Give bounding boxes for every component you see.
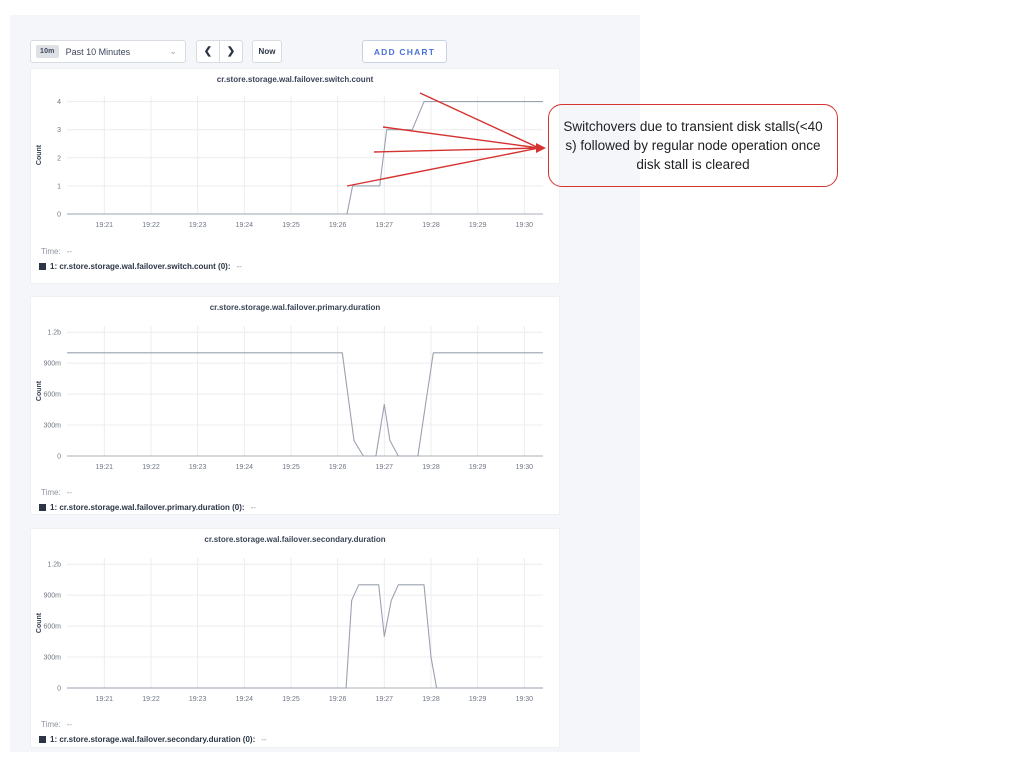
- chart-title: cr.store.storage.wal.failover.switch.cou…: [216, 75, 374, 84]
- time-range-badge: 10m: [36, 45, 59, 58]
- svg-text:4: 4: [57, 99, 61, 106]
- chart-title: cr.store.storage.wal.failover.secondary.…: [204, 535, 386, 544]
- annotation-text: Switchovers due to transient disk stalls…: [563, 118, 823, 173]
- svg-text:19:26: 19:26: [329, 464, 347, 471]
- series-swatch-icon: [39, 504, 46, 511]
- svg-text:19:27: 19:27: [376, 696, 394, 703]
- legend-time-row: Time: --: [41, 247, 559, 256]
- svg-text:19:26: 19:26: [329, 222, 347, 229]
- series-swatch-icon: [39, 263, 46, 270]
- svg-text:Count: Count: [36, 144, 43, 165]
- svg-text:3: 3: [57, 127, 61, 134]
- svg-text:19:22: 19:22: [142, 222, 160, 229]
- line-chart-secondary-duration[interactable]: 0 300m 600m 900m 1.2b 19:21 19:22 19:23 19:24 19:…: [31, 546, 561, 711]
- svg-text:1.2b: 1.2b: [47, 330, 61, 337]
- chart-card-primary-duration: cr.store.storage.wal.failover.primary.du…: [30, 296, 560, 515]
- svg-text:0: 0: [57, 686, 61, 693]
- legend-time-value: --: [66, 720, 73, 729]
- legend-time-row: Time: --: [41, 488, 559, 497]
- legend-time-value: --: [66, 247, 73, 256]
- svg-text:19:22: 19:22: [142, 464, 160, 471]
- svg-text:19:29: 19:29: [469, 222, 487, 229]
- svg-text:19:29: 19:29: [469, 696, 487, 703]
- legend-series-row[interactable]: 1: cr.store.storage.wal.failover.seconda…: [39, 735, 559, 744]
- svg-text:19:30: 19:30: [516, 222, 534, 229]
- svg-text:300m: 300m: [43, 655, 61, 662]
- line-chart-primary-duration[interactable]: 0 300m 600m 900m 1.2b 19:21 19:22 19:23 19:24 19:…: [31, 314, 561, 479]
- legend-series-value: --: [261, 735, 267, 744]
- svg-text:19:24: 19:24: [236, 696, 254, 703]
- time-range-label: Past 10 Minutes: [65, 46, 131, 57]
- legend-series-label: 1: cr.store.storage.wal.failover.primary…: [50, 503, 245, 512]
- legend-series-value: --: [236, 262, 242, 271]
- svg-text:19:21: 19:21: [96, 696, 114, 703]
- time-range-dropdown[interactable]: 10m Past 10 Minutes ⌄: [30, 40, 186, 63]
- legend-time-value: --: [66, 488, 73, 497]
- svg-text:19:30: 19:30: [516, 696, 534, 703]
- svg-text:19:23: 19:23: [189, 464, 207, 471]
- svg-text:1: 1: [57, 183, 61, 190]
- svg-text:19:22: 19:22: [142, 696, 160, 703]
- time-nav-group: ❮ ❯: [196, 40, 243, 63]
- legend-series-row[interactable]: 1: cr.store.storage.wal.failover.switch.…: [39, 262, 559, 271]
- svg-text:19:21: 19:21: [96, 464, 114, 471]
- svg-text:Count: Count: [36, 612, 43, 633]
- svg-text:0: 0: [57, 212, 61, 219]
- svg-text:19:24: 19:24: [236, 222, 254, 229]
- legend-series-label: 1: cr.store.storage.wal.failover.seconda…: [50, 735, 256, 744]
- svg-text:300m: 300m: [43, 423, 61, 430]
- legend-series-label: 1: cr.store.storage.wal.failover.switch.…: [50, 262, 231, 271]
- chevron-right-icon: ❯: [226, 46, 236, 57]
- svg-text:0: 0: [57, 454, 61, 461]
- svg-text:1.2b: 1.2b: [47, 562, 61, 569]
- svg-text:19:23: 19:23: [189, 222, 207, 229]
- legend-time-row: Time: --: [41, 720, 559, 729]
- next-range-button[interactable]: ❯: [219, 41, 242, 62]
- svg-text:900m: 900m: [43, 361, 61, 368]
- svg-text:19:28: 19:28: [422, 464, 440, 471]
- legend-series-row[interactable]: 1: cr.store.storage.wal.failover.primary…: [39, 503, 559, 512]
- svg-text:19:25: 19:25: [282, 696, 300, 703]
- add-chart-button[interactable]: ADD CHART: [362, 40, 447, 63]
- svg-text:19:27: 19:27: [376, 222, 394, 229]
- svg-text:900m: 900m: [43, 593, 61, 600]
- series-swatch-icon: [39, 736, 46, 743]
- legend-time-label: Time:: [41, 247, 61, 256]
- svg-text:19:23: 19:23: [189, 696, 207, 703]
- svg-text:2: 2: [57, 155, 61, 162]
- annotation-callout: Switchovers due to transient disk stalls…: [548, 104, 838, 187]
- chart-card-secondary-duration: cr.store.storage.wal.failover.secondary.…: [30, 528, 560, 748]
- legend-time-label: Time:: [41, 720, 61, 729]
- svg-text:600m: 600m: [43, 624, 61, 631]
- now-button[interactable]: Now: [252, 40, 282, 63]
- svg-text:19:28: 19:28: [422, 696, 440, 703]
- legend-time-label: Time:: [41, 488, 61, 497]
- svg-text:19:25: 19:25: [282, 464, 300, 471]
- chart-card-switch-count: cr.store.storage.wal.failover.switch.cou…: [30, 68, 560, 284]
- svg-text:19:21: 19:21: [96, 222, 114, 229]
- svg-text:19:29: 19:29: [469, 464, 487, 471]
- svg-text:19:28: 19:28: [422, 222, 440, 229]
- svg-text:19:27: 19:27: [376, 464, 394, 471]
- line-chart-switch-count[interactable]: 0 1 2 3 4 19:21 19:22 19:23 19:24 19:25 19:26 19:27…: [31, 86, 561, 238]
- svg-text:19:30: 19:30: [516, 464, 534, 471]
- prev-range-button[interactable]: ❮: [197, 41, 219, 62]
- legend-series-value: --: [250, 503, 256, 512]
- svg-text:19:25: 19:25: [282, 222, 300, 229]
- svg-text:19:24: 19:24: [236, 464, 254, 471]
- chart-title: cr.store.storage.wal.failover.primary.du…: [209, 303, 381, 312]
- svg-text:19:26: 19:26: [329, 696, 347, 703]
- svg-text:600m: 600m: [43, 392, 61, 399]
- chevron-down-icon: ⌄: [169, 46, 177, 56]
- chevron-left-icon: ❮: [203, 46, 213, 57]
- svg-text:Count: Count: [36, 380, 43, 401]
